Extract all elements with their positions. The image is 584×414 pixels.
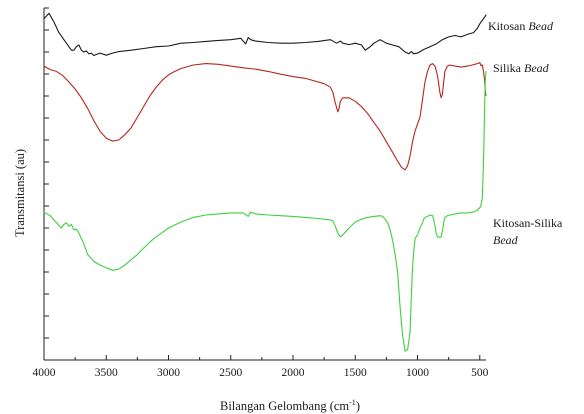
series-label-1: Kitosan Bead [488,19,554,33]
x-tick-label: 4000 [33,367,56,379]
x-tick-label: 1500 [344,367,367,379]
series-label-2: Silika Bead [493,61,550,75]
series-label-text: Silika [493,61,524,75]
series-line-3 [43,70,487,352]
series-label-italic: Bead [524,61,550,75]
x-axis-title-close: ) [356,399,360,413]
series-line-1 [43,12,487,57]
x-tick-label: 3000 [157,367,180,379]
x-axis-title-superscript: -1 [349,398,356,407]
x-tick-label: 2500 [219,367,242,379]
x-tick-label: 2000 [282,367,305,379]
series-line-2 [43,62,487,171]
series-label-italic: Bead [528,19,554,33]
x-tick-label: 500 [471,367,489,379]
series-label-3: Kitosan-Silika Bead [493,216,563,247]
x-axis-title: Bilangan Gelombang (cm-1) [220,398,360,413]
x-tick-label: 3500 [95,367,118,379]
x-axis-title-main: Bilangan Gelombang (cm [220,399,349,413]
series-label-italic: Bead [493,233,519,247]
y-axis-title: Transmitansi (au) [13,149,27,237]
series-label-text: Kitosan [488,19,528,33]
x-tick-label: 1000 [406,367,429,379]
series-layer [43,12,487,352]
series-label-text: Kitosan-Silika [493,216,563,230]
